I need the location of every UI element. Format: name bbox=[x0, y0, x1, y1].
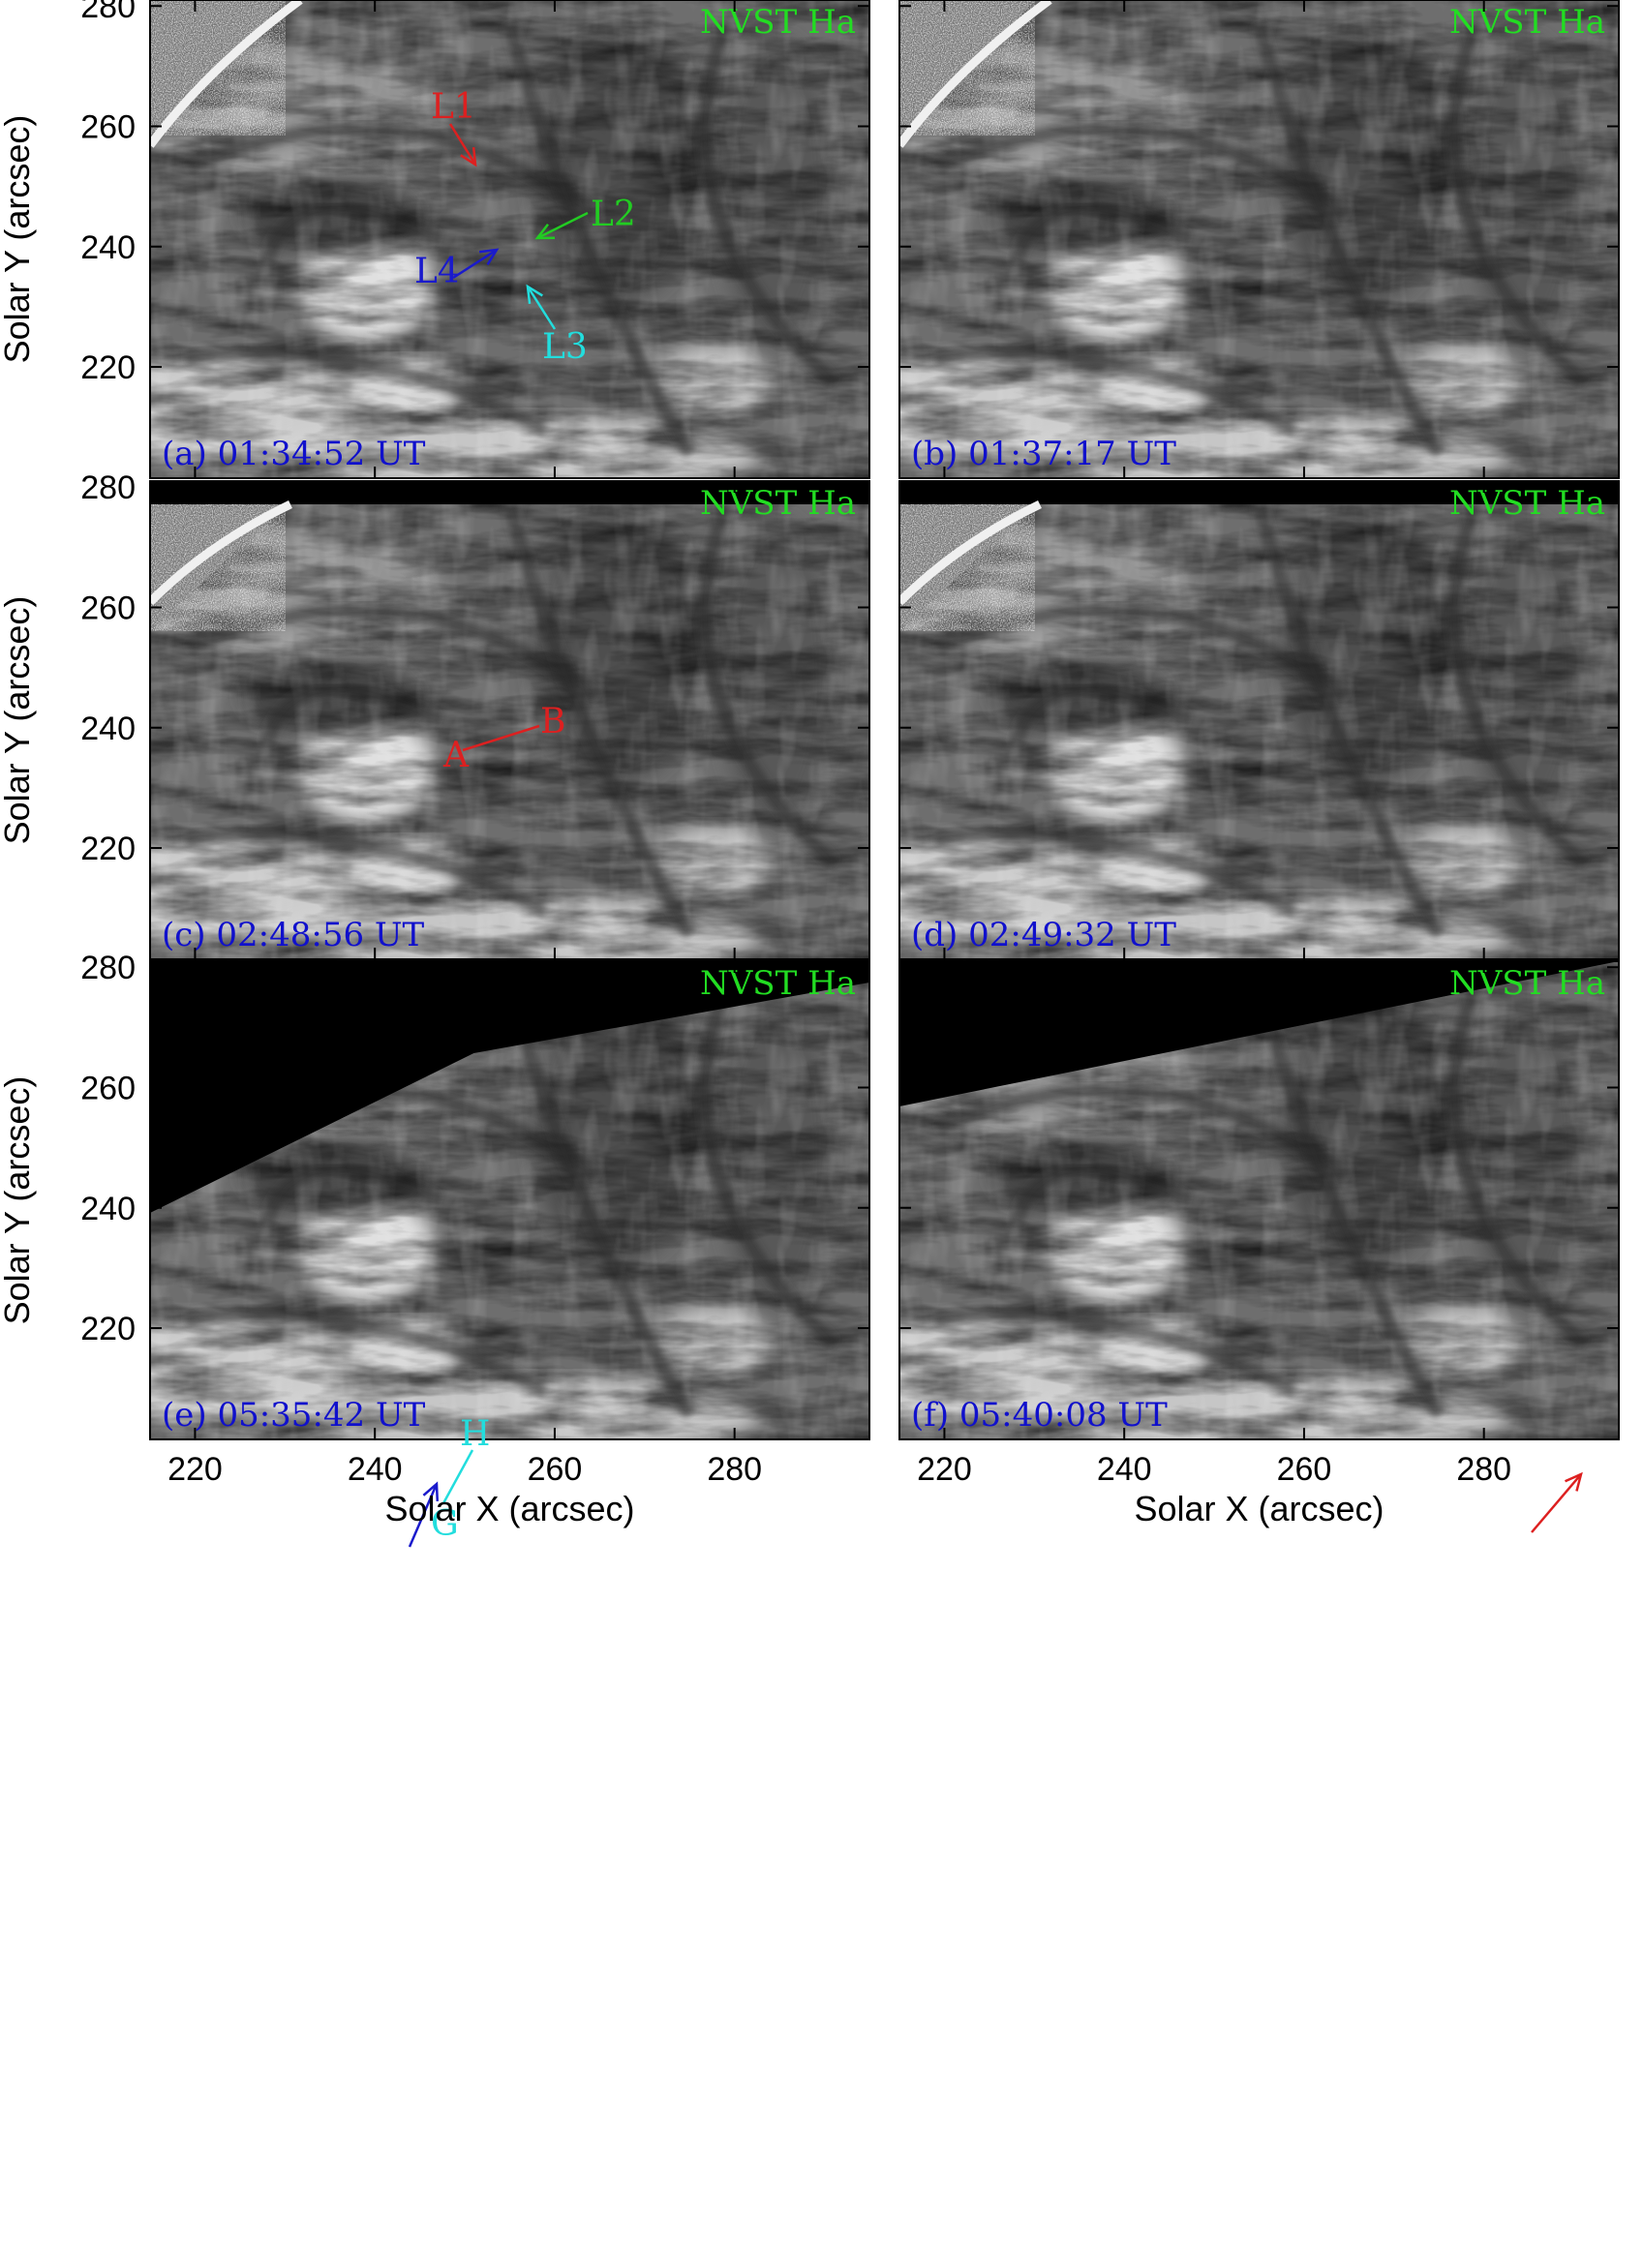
x-axis-label: Solar X (arcsec) bbox=[1134, 1489, 1384, 1528]
y-tick-label: 220 bbox=[80, 831, 136, 867]
y-tick-label: 240 bbox=[80, 1191, 136, 1227]
y-tick-label: 220 bbox=[80, 1311, 136, 1347]
label-B: B bbox=[540, 702, 565, 741]
panel-annotations-f bbox=[1531, 1471, 1583, 1533]
label-L2: L2 bbox=[591, 195, 636, 234]
panel-annotations-c: AB bbox=[442, 702, 565, 775]
label-A: A bbox=[442, 736, 470, 775]
instrument-label: NVST Ha bbox=[1449, 3, 1605, 42]
panel-frame bbox=[149, 480, 870, 960]
y-tick-label: 240 bbox=[80, 711, 136, 747]
label-H: H bbox=[460, 1414, 490, 1454]
label-L1: L1 bbox=[431, 87, 476, 127]
instrument-label: NVST Ha bbox=[700, 484, 856, 523]
halpha-image bbox=[899, 961, 1619, 1439]
panel-a: NVST Ha (a) 01:34:52 UT bbox=[149, 0, 870, 479]
panel-annotations-e: HG bbox=[408, 1414, 490, 1548]
instrument-label: NVST Ha bbox=[1449, 964, 1605, 1003]
panel-timestamp: (b) 01:37:17 UT bbox=[911, 435, 1176, 473]
x-tick-label: 260 bbox=[1277, 1451, 1332, 1488]
y-axis-label: Solar Y (arcsec) bbox=[0, 1076, 37, 1325]
panel-frame bbox=[898, 480, 1620, 960]
y-tick-label: 280 bbox=[80, 0, 136, 25]
arrow-head bbox=[534, 223, 556, 240]
x-tick-label: 280 bbox=[707, 1451, 762, 1488]
panel-annotations-a: L1 L2 L3 L4 bbox=[414, 87, 636, 367]
x-tick-label: 220 bbox=[167, 1451, 223, 1488]
y-tick-label: 260 bbox=[80, 108, 136, 145]
y-tick-label: 260 bbox=[80, 1070, 136, 1106]
halpha-image bbox=[150, 961, 869, 1439]
arrow-head bbox=[422, 1481, 440, 1502]
panel-f: NVST Ha (f) 05:40:08 UT bbox=[898, 960, 1620, 1440]
instrument-label: NVST Ha bbox=[700, 964, 856, 1003]
x-axis-label: Solar X (arcsec) bbox=[384, 1489, 634, 1528]
panel-frame bbox=[898, 0, 1620, 479]
y-axis-label: Solar Y (arcsec) bbox=[0, 115, 37, 364]
x-tick-label: 240 bbox=[348, 1451, 403, 1488]
y-tick-label: 260 bbox=[80, 590, 136, 626]
y-tick-label: 220 bbox=[80, 349, 136, 386]
arrow-head bbox=[460, 146, 477, 167]
arrow-head bbox=[526, 284, 543, 305]
panel-timestamp: (d) 02:49:32 UT bbox=[911, 916, 1176, 954]
arrow-head bbox=[1565, 1471, 1583, 1492]
y-tick-label: 240 bbox=[80, 229, 136, 266]
x-tick-label: 240 bbox=[1097, 1451, 1152, 1488]
x-tick-label: 280 bbox=[1456, 1451, 1511, 1488]
instrument-label: NVST Ha bbox=[700, 3, 856, 42]
panel-d: NVST Ha (d) 02:49:32 UT bbox=[898, 480, 1620, 960]
panel-frame bbox=[898, 960, 1620, 1440]
panel-frame bbox=[149, 960, 870, 1440]
x-tick-label: 260 bbox=[528, 1451, 583, 1488]
panel-timestamp: (f) 05:40:08 UT bbox=[911, 1396, 1168, 1435]
label-G: G bbox=[431, 1504, 459, 1544]
arrow-head bbox=[478, 248, 500, 266]
halpha-image bbox=[150, 0, 869, 478]
halpha-image bbox=[150, 481, 869, 959]
y-tick-label: 280 bbox=[80, 950, 136, 986]
panel-timestamp: (e) 05:35:42 UT bbox=[162, 1396, 426, 1435]
panel-frame bbox=[149, 0, 870, 479]
panel-e: NVST Ha (e) 05:35:42 UT bbox=[149, 960, 870, 1440]
halpha-image bbox=[899, 0, 1619, 478]
label-L3: L3 bbox=[542, 327, 588, 367]
label-L4: L4 bbox=[414, 252, 460, 291]
panel-b: NVST Ha (b) 01:37:17 UT bbox=[898, 0, 1620, 479]
y-tick-label: 280 bbox=[80, 469, 136, 506]
instrument-label: NVST Ha bbox=[1449, 484, 1605, 523]
halpha-image bbox=[899, 481, 1619, 959]
panel-c: NVST Ha (c) 02:48:56 UT bbox=[149, 480, 870, 960]
y-axis-label: Solar Y (arcsec) bbox=[0, 596, 37, 845]
panel-timestamp: (c) 02:48:56 UT bbox=[162, 916, 425, 954]
x-tick-label: 220 bbox=[917, 1451, 972, 1488]
panel-timestamp: (a) 01:34:52 UT bbox=[162, 435, 426, 473]
